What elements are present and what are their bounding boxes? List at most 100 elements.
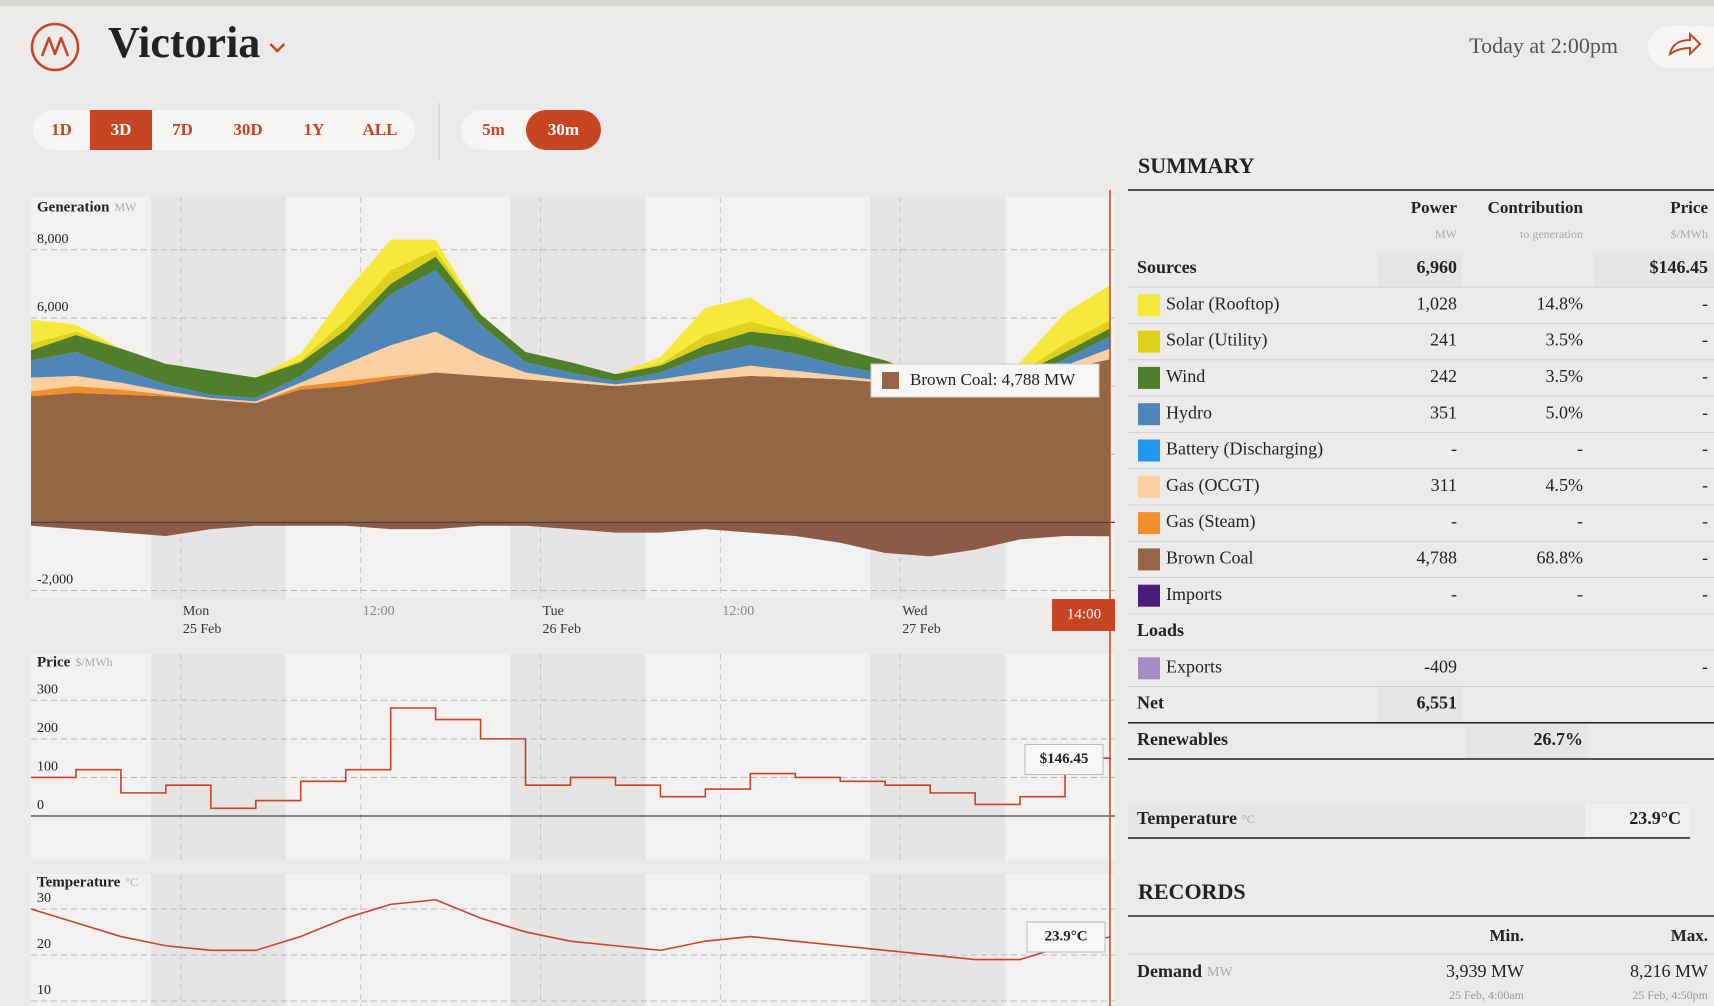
record-min-time: 25 Feb, 4:00am [1449, 988, 1525, 1002]
button-label[interactable]: 7D [172, 120, 193, 139]
cursor-time: 14:00 [1067, 606, 1101, 622]
x-tick-label: 27 Feb [902, 622, 941, 637]
legend-swatch [1138, 403, 1160, 426]
area-gas-ocgt [31, 331, 1110, 404]
night-band [870, 874, 1006, 1006]
table-cell: - [1702, 475, 1708, 495]
record-max: 8,216 MW [1630, 961, 1708, 981]
chart-title: Temperature [37, 874, 121, 890]
table-cell: 241 [1430, 330, 1457, 350]
button[interactable] [526, 110, 601, 150]
temperature-label: Temperature [1137, 808, 1237, 828]
x-tick-label: Wed [902, 604, 927, 619]
column-unit: MW [1435, 227, 1458, 241]
table-cell: Brown Coal [1166, 548, 1254, 568]
night-band [510, 874, 646, 1006]
table-cell: Wind [1166, 366, 1205, 386]
y-tick-label: 8,000 [37, 232, 69, 247]
cell-background [1585, 804, 1690, 836]
button-label[interactable]: 5m [482, 120, 505, 139]
table-cell: 242 [1430, 366, 1457, 386]
legend-swatch [1138, 512, 1160, 535]
cell-background [1594, 251, 1714, 287]
table-cell: - [1702, 293, 1708, 313]
table-cell: - [1702, 330, 1708, 350]
table-cell: - [1702, 656, 1708, 676]
column-header: Min. [1490, 926, 1524, 945]
y-tick-label: 30 [37, 891, 51, 906]
button[interactable] [90, 110, 152, 150]
night-band [510, 654, 646, 860]
button-label[interactable]: 30D [233, 120, 262, 139]
night-band [150, 874, 286, 1006]
night-band [150, 654, 286, 860]
table-cell: Net [1137, 693, 1164, 713]
table-cell: - [1702, 548, 1708, 568]
share-button[interactable] [1648, 26, 1714, 68]
region-chevron[interactable] [269, 43, 286, 53]
y-tick-label: 10 [37, 983, 51, 998]
temperature-value: 23.9°C [1629, 808, 1681, 828]
chart-unit: °C [125, 875, 138, 889]
table-cell: - [1702, 439, 1708, 459]
chart-title: Price [37, 654, 71, 670]
cell-background [1378, 687, 1462, 722]
table-cell: Hydro [1166, 402, 1212, 422]
cell-background [1466, 723, 1588, 759]
legend-swatch [1138, 330, 1160, 353]
records-title: RECORDS [1138, 879, 1246, 904]
y-tick-label: 20 [37, 937, 51, 952]
chart-unit: $/MWh [75, 655, 112, 669]
legend-swatch [1138, 294, 1160, 317]
top-strip [0, 0, 1714, 6]
time-label: Today at 2:00pm [1469, 33, 1618, 58]
logo[interactable] [30, 22, 80, 72]
region-title[interactable]: Victoria [108, 18, 260, 67]
table-cell: Exports [1166, 656, 1222, 676]
button-label[interactable]: 1D [51, 120, 72, 139]
column-unit: $/MWh [1671, 227, 1708, 241]
legend-swatch [1138, 439, 1160, 462]
logo-mark [40, 36, 70, 57]
table-cell: 351 [1430, 402, 1457, 422]
table-cell: - [1451, 511, 1457, 531]
y-tick-label: 6,000 [37, 300, 69, 315]
button-label[interactable]: 1Y [304, 120, 325, 139]
table-cell: Solar (Utility) [1166, 330, 1268, 351]
temperature-unit: °C [1242, 812, 1255, 826]
area-hydro [31, 270, 1110, 402]
x-tick-label: Mon [183, 604, 209, 619]
tooltip-label: Brown Coal: 4,788 MW [910, 370, 1076, 389]
button-label[interactable]: ALL [363, 120, 398, 139]
table-cell: 4,788 [1417, 548, 1458, 568]
record-min: 3,939 MW [1446, 961, 1524, 981]
button-label[interactable]: 3D [111, 120, 132, 139]
x-tick-label: 12:00 [722, 604, 754, 619]
price-line [31, 707, 1111, 810]
column-header: Price [1670, 198, 1708, 217]
tooltip-swatch [882, 372, 899, 389]
x-tick-label: Tue [543, 604, 564, 619]
current-value-box [1026, 921, 1106, 953]
table-cell: - [1577, 511, 1583, 531]
column-header: Power [1411, 198, 1458, 217]
table-cell: Solar (Rooftop) [1166, 293, 1279, 314]
table-cell: 3.5% [1546, 366, 1584, 386]
table-cell: Gas (Steam) [1166, 511, 1255, 532]
button-label[interactable]: 30m [548, 120, 579, 139]
legend-swatch [1138, 657, 1160, 680]
table-cell: 4.5% [1546, 475, 1584, 495]
record-label: Demand [1137, 961, 1202, 981]
table-cell: - [1702, 402, 1708, 422]
chart-title: Generation [37, 199, 110, 215]
table-cell: - [1577, 439, 1583, 459]
table-cell: Battery (Discharging) [1166, 439, 1323, 460]
y-tick-label: 200 [37, 721, 58, 736]
temperature-line [30, 898, 1111, 961]
legend-swatch [1138, 548, 1160, 571]
share-icon [1668, 31, 1702, 57]
chart-unit: MW [115, 200, 138, 214]
table-cell: 1,028 [1417, 293, 1458, 313]
cell-background [1378, 251, 1462, 287]
